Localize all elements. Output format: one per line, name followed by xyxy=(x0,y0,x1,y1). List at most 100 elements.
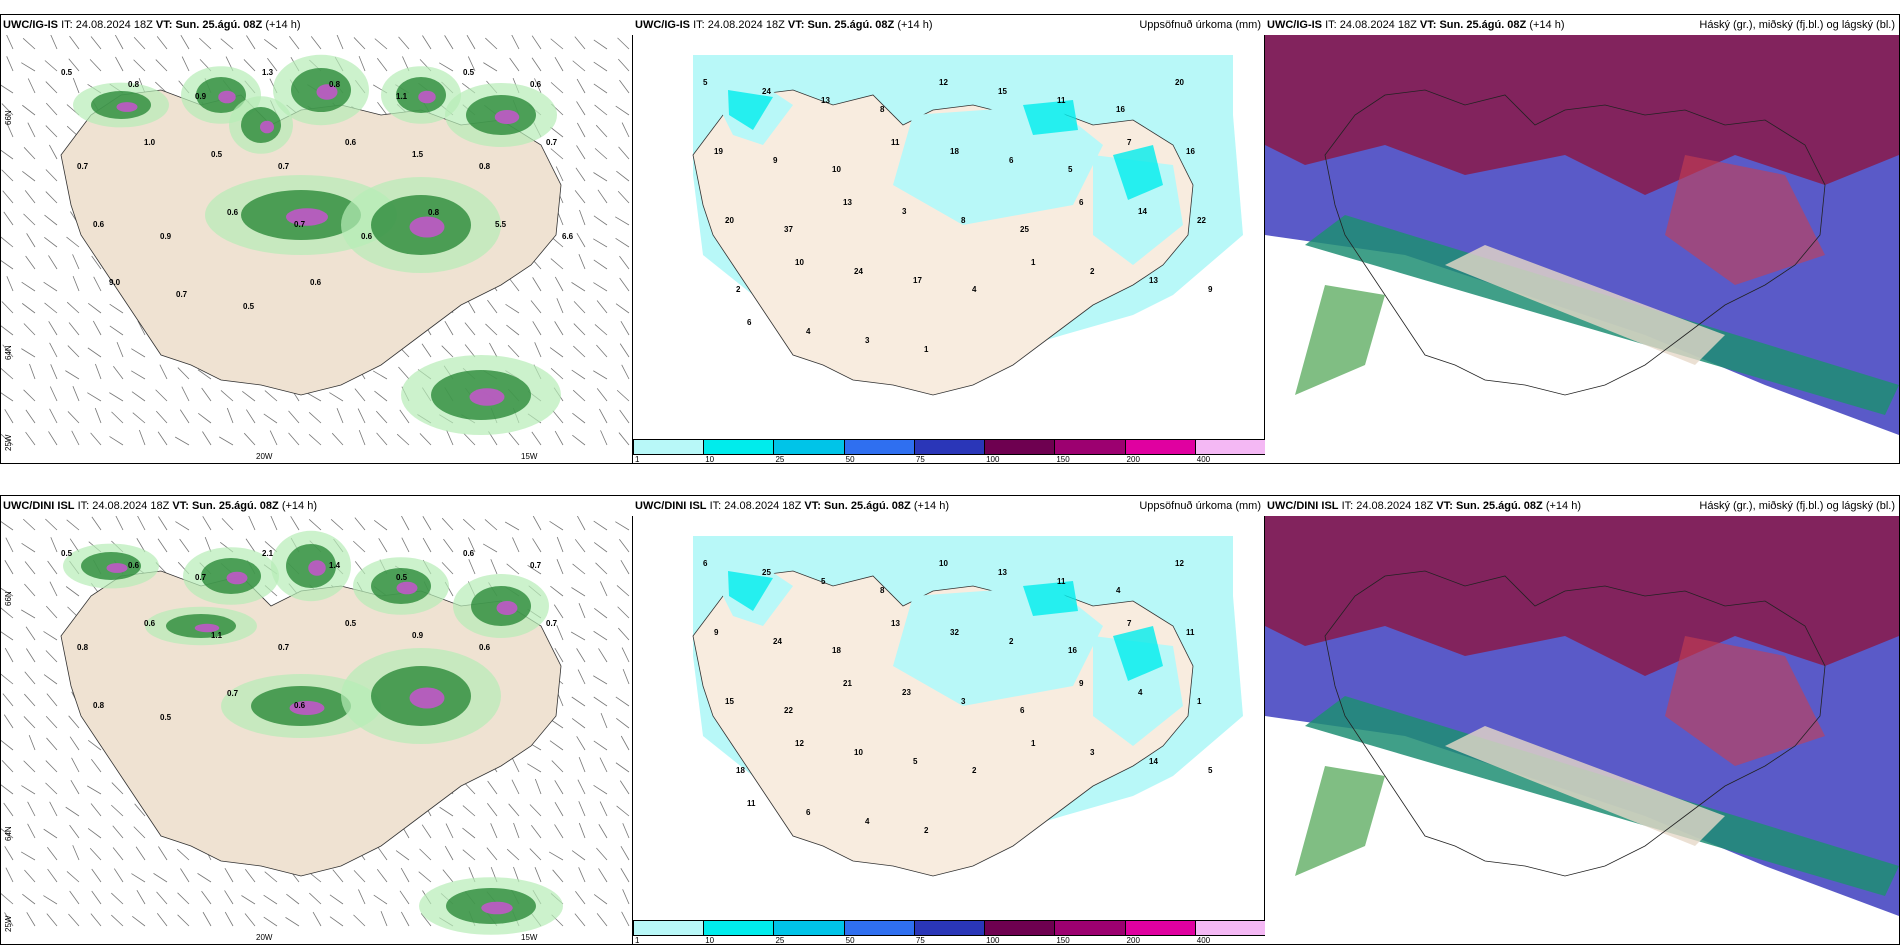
wind-barb xyxy=(534,78,542,94)
wind-barb xyxy=(399,409,410,424)
precip-heavy xyxy=(316,84,338,100)
precip-map: 6 25 5 8 10 13 11 4 12 9 24 18 13 32 2 16 7 11 15 22 21 23 3 6 9… xyxy=(633,516,1265,920)
wind-barb xyxy=(177,914,190,927)
wind-barb xyxy=(487,780,498,795)
wind-barb xyxy=(329,916,344,927)
wind-barb xyxy=(485,323,498,336)
wind-barb xyxy=(111,411,124,424)
wind-barb xyxy=(531,431,542,446)
wind-barb xyxy=(593,630,608,641)
wind-barb xyxy=(622,823,630,839)
wind-barb xyxy=(571,718,586,729)
wind-barb xyxy=(527,763,542,773)
wind-barb xyxy=(506,563,520,575)
precip-heavy xyxy=(409,687,445,709)
wind-barb xyxy=(87,740,102,751)
wind-barb xyxy=(286,893,300,905)
colorbar-label: 150 xyxy=(1056,936,1070,945)
wind-barb xyxy=(486,803,498,817)
wind-barb xyxy=(574,190,586,204)
precip-value-label: 6 xyxy=(703,559,708,568)
wind-barb xyxy=(553,604,564,619)
wind-barb xyxy=(332,869,344,883)
wind-barb xyxy=(157,538,168,553)
precip-value-label: 5 xyxy=(1208,766,1213,775)
wind-barb xyxy=(45,125,58,138)
wind-barb xyxy=(620,560,630,575)
wind-barb xyxy=(22,518,36,531)
wind-barb xyxy=(45,518,58,531)
wind-barb xyxy=(49,386,58,402)
lat-64-tick: 64N xyxy=(4,826,13,841)
wind-barb xyxy=(21,348,36,358)
precip-value-label: 3 xyxy=(961,697,966,706)
wind-barb xyxy=(395,850,410,861)
wind-barb xyxy=(578,603,586,619)
wind-barb xyxy=(69,890,80,905)
wind-barb xyxy=(43,281,58,292)
wind-barb xyxy=(137,516,146,531)
panel-header: UWC/DINI ISL IT: 24.08.2024 18Z VT: Sun.… xyxy=(1,496,633,516)
wind-barb xyxy=(574,539,586,553)
wind-barb xyxy=(131,370,146,380)
precip-value-label: 24 xyxy=(854,267,863,276)
colorbar-label: 75 xyxy=(915,936,925,945)
precip-value-label: 2 xyxy=(972,766,977,775)
wind-barb xyxy=(198,37,212,50)
precip-value-label: 18 xyxy=(736,766,745,775)
wind-barb xyxy=(619,277,630,292)
wind-barb xyxy=(69,824,80,839)
wind-barb xyxy=(532,321,542,336)
wind-barb xyxy=(25,626,36,641)
precip-colorbar: 1 10 25 50 75 100 150 200 400 xyxy=(633,920,1265,944)
lon-20-tick: 20W xyxy=(256,933,273,942)
wind-barb xyxy=(618,627,630,641)
wind-barb xyxy=(615,521,630,531)
wind-barb xyxy=(552,410,564,424)
wind-barb xyxy=(221,518,234,531)
wind-barb xyxy=(21,281,36,292)
precip-map: 5 24 13 8 12 15 11 16 20 19 9 10 11 18 6 5 7 16 20 37 13 3 8 25… xyxy=(633,35,1265,439)
precip-heavy xyxy=(116,102,138,112)
cloud-title: Háský (gr.), miðský (fj.bl.) og lágský (… xyxy=(1699,19,1895,31)
wind-barb xyxy=(576,78,586,94)
wind-barb xyxy=(220,390,234,402)
precip-value-label: 4 xyxy=(972,285,977,294)
wind-barb xyxy=(47,560,58,575)
wind-barb xyxy=(615,237,630,248)
wind-barb xyxy=(555,166,564,182)
wind-barb xyxy=(441,562,454,575)
wind-barb xyxy=(330,519,344,531)
wind-barb xyxy=(550,38,564,50)
wind-barb xyxy=(552,869,564,883)
wind-barb xyxy=(534,342,542,358)
precip-value-label: 12 xyxy=(939,78,948,87)
wind-barb xyxy=(198,412,212,424)
panel-precip-top: UWC/IG-IS IT: 24.08.2024 18Z VT: Sun. 25… xyxy=(632,14,1266,464)
wind-barb xyxy=(615,303,630,314)
wind-barb xyxy=(49,144,58,160)
wind-barb xyxy=(578,822,586,839)
wind-barb xyxy=(534,867,542,883)
wind-barb xyxy=(593,520,608,531)
colorbar-label: 1 xyxy=(635,936,640,945)
wind-barb xyxy=(329,894,344,905)
wind-barb xyxy=(575,890,586,905)
wind-value-label: 0.8 xyxy=(329,80,341,89)
wind-barb xyxy=(23,716,36,729)
wind-barb xyxy=(594,324,608,336)
wind-barb xyxy=(264,871,278,883)
wind-value-label: 0.6 xyxy=(361,232,373,241)
wind-barb xyxy=(462,827,476,839)
panel-cloud-top: UWC/IG-IS IT: 24.08.2024 18Z VT: Sun. 25… xyxy=(1264,14,1900,464)
precip-value-label: 8 xyxy=(880,586,885,595)
wind-barb xyxy=(576,101,586,116)
wind-barb xyxy=(616,389,630,402)
wind-barb xyxy=(593,894,608,905)
wind-barb xyxy=(373,894,388,905)
wind-barb xyxy=(617,37,630,50)
wind-barb xyxy=(506,324,520,336)
colorbar-swatch xyxy=(703,439,775,455)
wind-barb xyxy=(155,59,168,72)
wind-barb xyxy=(21,303,36,314)
